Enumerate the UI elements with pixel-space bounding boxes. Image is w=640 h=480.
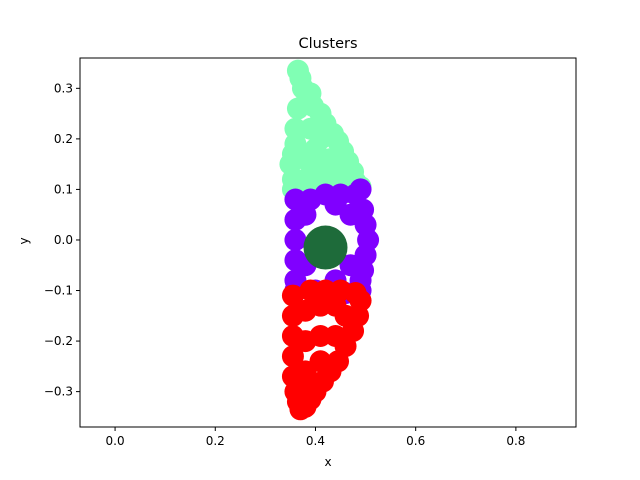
x-axis-ticks: 0.0 0.2 0.4 0.6 0.8: [106, 427, 525, 448]
y-tick-label: 0.1: [54, 182, 73, 196]
y-tick-label: −0.3: [44, 385, 73, 399]
x-tick-label: 0.0: [106, 434, 125, 448]
cluster-series-3: [281, 279, 372, 421]
cluster-series-4: [303, 225, 348, 270]
scatter-point: [309, 350, 332, 373]
scatter-point: [281, 345, 304, 368]
scatter-point: [299, 370, 322, 393]
plot-frame: [79, 57, 577, 428]
chart-title: Clusters: [298, 36, 357, 52]
y-tick-label: −0.2: [44, 334, 73, 348]
scatter-point: [324, 193, 347, 216]
scatter-point: [284, 228, 307, 251]
x-tick-label: 0.6: [406, 434, 425, 448]
scatter-point: [339, 254, 362, 277]
scatter-point: [324, 325, 347, 348]
scatter-point: [309, 294, 332, 317]
scatter-point: [309, 127, 332, 150]
x-axis-label: x: [324, 455, 331, 469]
y-axis-ticks: −0.3 −0.2 −0.1 0.0 0.1 0.2 0.3: [44, 81, 80, 399]
x-tick-label: 0.2: [206, 434, 225, 448]
scatter-point: [281, 284, 304, 307]
scatter-marks: [279, 59, 380, 421]
y-axis-label: y: [17, 237, 31, 244]
y-tick-label: −0.1: [44, 284, 73, 298]
x-tick-label: 0.4: [306, 434, 325, 448]
x-tick-label: 0.8: [506, 434, 525, 448]
y-tick-label: 0.0: [54, 233, 73, 247]
cluster-centroid-point: [303, 225, 348, 270]
scatter-point: [294, 203, 317, 226]
y-tick-label: 0.2: [54, 132, 73, 146]
scatter-point: [334, 304, 357, 327]
scatter-point: [349, 178, 372, 201]
scatter-point: [294, 148, 317, 171]
scatter-point: [284, 117, 307, 140]
y-tick-label: 0.3: [54, 81, 73, 95]
scatter-point: [294, 92, 317, 115]
scatter-point: [309, 325, 332, 348]
scatter-point: [299, 388, 322, 411]
